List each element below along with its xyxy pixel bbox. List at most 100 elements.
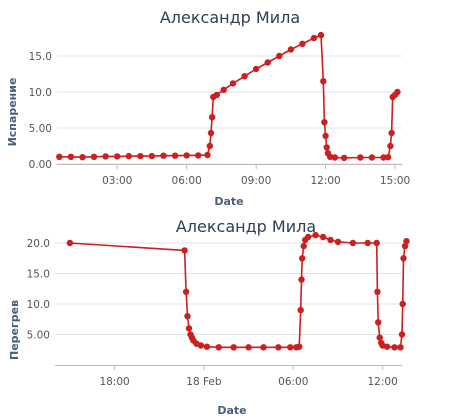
data-point <box>79 154 86 161</box>
data-point <box>182 288 190 295</box>
x-tick-label: 09:00 <box>241 175 271 187</box>
data-point <box>275 344 282 351</box>
data-point <box>276 52 283 60</box>
data-point <box>317 31 325 39</box>
data-point <box>125 152 132 160</box>
data-point <box>312 231 319 239</box>
x-tick-label: 18 Feb <box>186 376 222 388</box>
x-tick-label: 06:00 <box>172 175 202 187</box>
data-point <box>264 59 271 66</box>
data-point <box>388 129 395 137</box>
y-tick-label: 5.00 <box>27 330 50 342</box>
data-point <box>380 154 387 161</box>
data-point <box>391 344 398 351</box>
data-point <box>357 154 364 161</box>
data-point <box>383 343 391 350</box>
chart-title: Александр Мила <box>160 8 300 27</box>
data-point <box>245 344 252 351</box>
data-point <box>203 343 211 350</box>
data-point <box>376 334 383 341</box>
data-point <box>241 73 248 80</box>
y-axis-label: Испарение <box>6 78 19 147</box>
x-tick-label: 15:00 <box>380 175 410 187</box>
y-tick-label: 5.00 <box>29 123 52 135</box>
data-point <box>340 154 348 162</box>
data-point <box>299 255 306 262</box>
tick-labels: 5.00 10.0 15.0 20.0 18:00 18 Feb 06:00 12:00 <box>27 238 398 388</box>
data-point <box>373 239 380 247</box>
data-point <box>114 153 121 160</box>
data-point <box>300 242 307 250</box>
data-point <box>398 331 406 338</box>
data-point <box>287 344 294 351</box>
data-point <box>374 288 381 295</box>
data-point <box>387 142 394 150</box>
data-point <box>331 154 339 161</box>
data-point <box>252 65 260 73</box>
data-point <box>375 319 382 326</box>
x-axis-label: Date <box>214 195 243 208</box>
chart-title: Александр Мила <box>176 217 316 236</box>
data-point <box>208 114 216 121</box>
data-point <box>181 247 188 254</box>
y-tick-label: 15.0 <box>29 51 52 63</box>
data-point <box>230 344 237 351</box>
data-point <box>400 255 407 262</box>
series-layer <box>56 31 401 162</box>
data-point <box>319 233 327 241</box>
x-tick-label: 12:00 <box>310 175 340 187</box>
data-point <box>148 152 156 160</box>
x-tick-label: 18:00 <box>99 376 129 388</box>
data-point <box>67 153 75 160</box>
data-point <box>305 233 312 241</box>
data-point <box>296 343 303 350</box>
overheat-chart: Александр Мила Перегрев Date 5.00 10.0 15.… <box>8 217 410 417</box>
grid-lines <box>55 242 402 370</box>
data-point <box>185 325 193 332</box>
data-point <box>368 154 376 161</box>
data-point <box>322 132 329 140</box>
data-point <box>197 342 205 349</box>
data-point <box>160 152 167 159</box>
data-point <box>204 151 211 159</box>
x-axis-label: Date <box>217 404 246 417</box>
data-point <box>349 239 357 247</box>
data-point <box>334 238 342 245</box>
data-point <box>327 153 334 160</box>
data-point <box>183 152 190 159</box>
data-point <box>397 344 404 351</box>
series-line <box>59 34 399 159</box>
data-point <box>320 78 327 85</box>
data-point <box>137 152 144 160</box>
data-point <box>102 153 109 160</box>
data-point <box>384 154 392 161</box>
series-layer <box>66 231 410 351</box>
data-point <box>287 46 295 53</box>
x-tick-label: 03:00 <box>102 175 132 187</box>
x-tick-label: 12:00 <box>368 376 398 388</box>
data-point <box>298 276 305 283</box>
y-tick-label: 0.00 <box>29 159 52 171</box>
y-tick-label: 10.0 <box>27 299 50 311</box>
tick-labels: 0.00 5.00 10.0 15.0 03:00 06:00 09:00 12:00 15:0… <box>29 51 411 187</box>
data-point <box>184 313 191 320</box>
data-point <box>207 129 215 137</box>
data-point <box>220 86 227 94</box>
y-tick-label: 15.0 <box>27 269 50 281</box>
data-point <box>206 142 213 150</box>
y-axis-label: Перегрев <box>8 300 21 360</box>
data-point <box>56 153 63 160</box>
data-point <box>260 344 267 351</box>
data-point <box>323 144 330 151</box>
data-point <box>310 34 318 42</box>
y-tick-label: 20.0 <box>27 238 50 250</box>
data-point <box>215 344 222 351</box>
data-point <box>327 236 334 244</box>
evaporation-chart: Александр Мила Испарение Date 0.00 5.00 10… <box>6 8 410 208</box>
data-point <box>321 119 328 126</box>
data-point <box>364 239 371 247</box>
data-point <box>171 152 179 159</box>
data-point <box>213 91 220 99</box>
series-line <box>69 234 408 349</box>
